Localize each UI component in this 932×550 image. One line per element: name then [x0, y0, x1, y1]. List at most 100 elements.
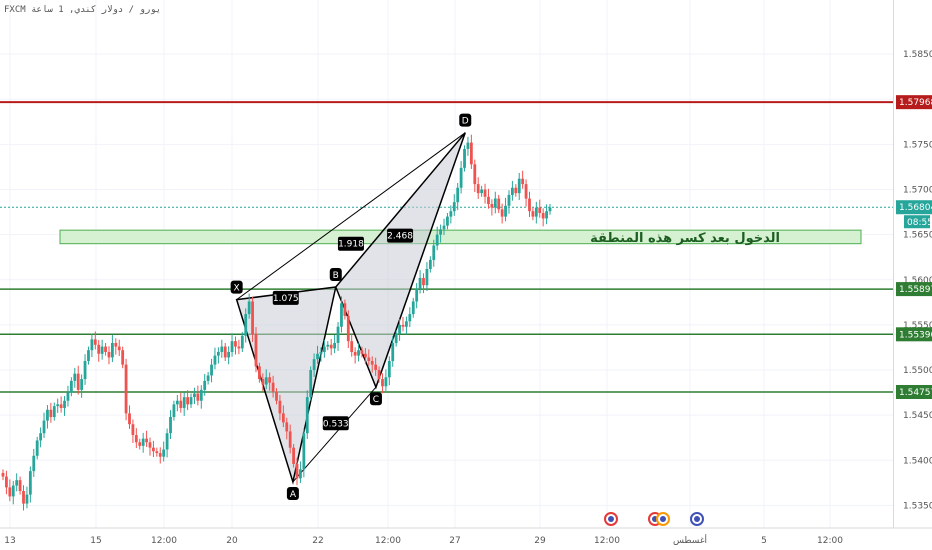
candle-body	[510, 187, 514, 195]
candle-body	[302, 433, 306, 470]
price-level-badge	[896, 200, 932, 215]
candle-body	[244, 314, 248, 336]
candle-body	[189, 397, 193, 405]
event-icons[interactable]	[604, 512, 704, 526]
candle-body	[5, 476, 8, 488]
y-tick-label: 1.54000	[903, 456, 932, 466]
candle-body	[128, 413, 131, 425]
candle-body	[446, 216, 449, 226]
candle-body	[121, 350, 125, 365]
candle-body	[500, 209, 504, 217]
x-tick-label: 20	[226, 536, 238, 546]
chart-title: يورو / دولار كندي, 1 ساعة	[31, 5, 162, 15]
candle-body	[35, 440, 39, 456]
candle-body	[97, 344, 101, 354]
pattern-line-ac	[292, 386, 377, 483]
pattern-labels: X A B C D 1.918 2.468 1.075 0.533	[230, 113, 472, 500]
candle-body	[353, 352, 357, 356]
candle-body	[8, 487, 12, 497]
pattern-point-label: C	[373, 395, 379, 405]
candle-body	[350, 341, 354, 352]
time-axis[interactable]: 13 15 12:00 20 22 12:00 27 29 12:00 أغسطس 5 12:00	[0, 527, 932, 546]
y-tick-label: 1.57500	[903, 140, 932, 150]
candle-body	[288, 431, 292, 448]
candle-body	[73, 373, 77, 381]
candle-body	[343, 303, 347, 316]
y-tick-label: 1.54500	[903, 411, 932, 421]
candle-body	[524, 184, 528, 199]
candle-body	[261, 379, 265, 385]
candle-body	[196, 393, 200, 401]
candle-body	[268, 377, 272, 383]
candle-body	[473, 164, 477, 185]
x-tick-label: 12:00	[594, 536, 620, 546]
candle-body	[329, 344, 333, 349]
event-icon	[660, 516, 666, 522]
candle-body	[295, 463, 299, 479]
candle-body	[367, 357, 371, 362]
price-level-value: 1.54757	[899, 388, 932, 398]
chart-header: FXCM يورو / دولار كندي, 1 ساعة	[4, 5, 161, 15]
candle-body	[548, 207, 552, 212]
candle-body	[59, 404, 63, 408]
y-tick-label: 1.57000	[903, 186, 932, 196]
candle-body	[425, 268, 429, 286]
countdown-value: 08:55	[907, 218, 932, 228]
symbol-label: FXCM	[4, 5, 26, 15]
candle-body	[251, 301, 254, 334]
candle-body	[193, 393, 196, 398]
candle-body	[476, 184, 480, 194]
candle-body	[541, 213, 545, 219]
candle-body	[497, 198, 501, 210]
candle-body	[114, 342, 118, 347]
candle-body	[172, 404, 176, 417]
candle-body	[418, 277, 422, 289]
candlestick-series	[1, 134, 552, 511]
candle-body	[152, 447, 155, 452]
candle-body	[394, 333, 398, 343]
candle-body	[165, 433, 169, 450]
y-tick-label: 1.58500	[903, 50, 932, 60]
candle-body	[145, 438, 148, 443]
price-level-value: 1.55396	[899, 330, 932, 340]
price-level-badge	[896, 384, 932, 399]
candle-body	[131, 424, 135, 436]
candle-body	[240, 335, 244, 349]
candle-body	[83, 361, 87, 380]
candle-body	[377, 370, 381, 380]
candle-body	[90, 339, 94, 351]
candle-body	[264, 377, 268, 385]
candle-body	[117, 346, 121, 351]
candle-body	[100, 346, 104, 354]
candle-body	[333, 342, 337, 349]
candle-body	[459, 167, 463, 188]
event-icon	[694, 516, 700, 522]
price-axis[interactable]: 1.585001.580001.575001.570001.565001.560…	[896, 50, 932, 511]
candle-body	[107, 352, 111, 358]
candle-body	[463, 148, 466, 168]
candle-body	[483, 189, 487, 197]
candle-body	[538, 207, 542, 214]
candle-body	[49, 409, 53, 417]
ratio-label: 0.533	[323, 419, 349, 429]
pattern-point-label: X	[234, 284, 240, 294]
x-tick-label: 12:00	[817, 536, 843, 546]
candle-body	[322, 346, 326, 352]
candle-body	[169, 416, 172, 434]
candle-body	[158, 453, 162, 457]
candle-body	[237, 346, 241, 349]
candle-body	[111, 342, 114, 358]
candle-body	[148, 442, 152, 448]
candle-body	[534, 207, 538, 217]
ratio-label: 1.075	[273, 294, 299, 304]
candle-body	[487, 196, 490, 204]
y-tick-label: 1.56000	[903, 276, 932, 286]
candle-body	[493, 198, 497, 208]
candle-body	[203, 380, 207, 390]
chart-grid	[0, 0, 893, 528]
pattern-triangle-bcd	[334, 132, 466, 390]
pattern-point-label: A	[290, 490, 297, 500]
candle-body	[305, 397, 309, 434]
candle-body	[415, 288, 419, 302]
